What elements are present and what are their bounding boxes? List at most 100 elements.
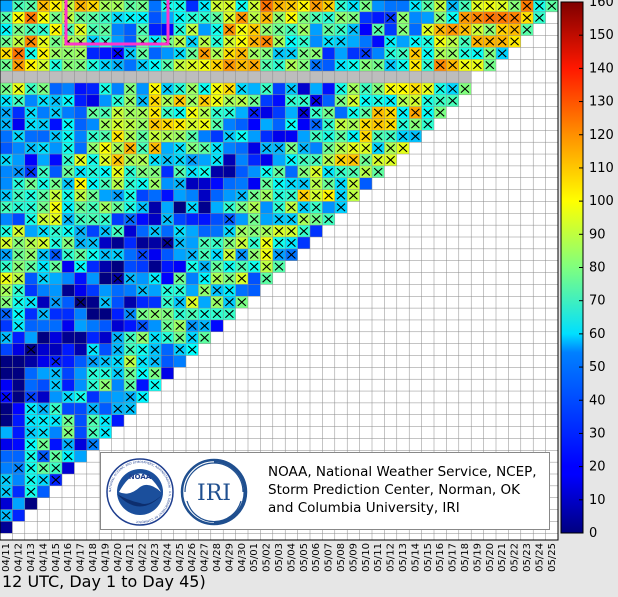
- heatmap-cell: [186, 0, 199, 12]
- heatmap-cell: [136, 379, 149, 392]
- heatmap-cell: [210, 130, 224, 143]
- x-marker: [336, 203, 346, 212]
- heatmap-cell: [0, 426, 13, 439]
- x-marker: [51, 49, 61, 58]
- heatmap-cell: [198, 213, 211, 226]
- x-marker: [26, 487, 36, 496]
- heatmap-cell: [12, 391, 25, 403]
- x-marker: [76, 392, 85, 402]
- x-marker: [274, 262, 284, 271]
- x-marker: [262, 13, 271, 22]
- x-tick-label: 04/13: [26, 543, 37, 572]
- x-marker: [14, 37, 23, 46]
- x-marker: [14, 298, 23, 307]
- x-marker: [423, 37, 433, 46]
- x-marker: [150, 369, 160, 378]
- heatmap-cell: [272, 82, 286, 95]
- heatmap-cell: [248, 165, 261, 178]
- x-marker: [150, 120, 160, 129]
- x-marker: [336, 1, 346, 11]
- x-marker: [324, 215, 333, 224]
- heatmap-cell: [161, 367, 174, 380]
- x-marker: [187, 298, 197, 307]
- x-marker: [336, 84, 346, 94]
- x-marker: [101, 132, 110, 141]
- x-marker: [249, 250, 259, 259]
- x-marker: [411, 84, 420, 94]
- x-marker: [299, 108, 309, 117]
- x-marker: [51, 226, 61, 236]
- x-marker: [249, 203, 259, 212]
- x-marker: [249, 191, 259, 200]
- x-marker: [460, 13, 470, 22]
- heatmap-cell: [86, 319, 100, 332]
- x-marker: [225, 132, 234, 141]
- x-marker: [113, 357, 123, 366]
- x-marker: [460, 49, 470, 58]
- x-marker: [237, 132, 247, 141]
- x-marker: [237, 238, 247, 248]
- colorbar-tick-label: 30: [589, 426, 606, 441]
- x-marker: [63, 96, 73, 105]
- x-marker: [398, 132, 408, 141]
- heatmap-cell: [74, 308, 87, 320]
- heatmap-cell: [322, 82, 335, 95]
- x-marker: [101, 120, 110, 129]
- heatmap-cell: [272, 118, 286, 131]
- x-marker: [200, 238, 209, 248]
- x-marker: [163, 132, 172, 141]
- x-marker: [336, 143, 346, 153]
- x-marker: [125, 309, 135, 319]
- x-marker: [175, 298, 185, 307]
- x-marker: [150, 274, 160, 283]
- x-marker: [324, 155, 333, 165]
- x-marker: [1, 262, 11, 271]
- x-marker: [26, 49, 36, 58]
- heatmap-cell: [49, 426, 62, 439]
- x-marker: [76, 1, 85, 11]
- x-tick-label: 04/19: [100, 543, 111, 572]
- heatmap-cell: [186, 213, 199, 226]
- heatmap-cell: [136, 225, 149, 237]
- x-tick-label: 05/02: [262, 543, 273, 572]
- x-marker: [14, 25, 23, 34]
- heatmap-cell: [322, 94, 335, 107]
- x-marker: [187, 84, 197, 94]
- x-marker: [39, 404, 48, 413]
- x-marker: [26, 203, 36, 212]
- x-marker: [237, 61, 247, 70]
- x-marker: [187, 262, 197, 271]
- x-marker: [287, 155, 296, 165]
- x-marker: [51, 96, 61, 105]
- x-marker: [187, 321, 197, 331]
- heatmap-cell: [37, 296, 50, 309]
- x-marker: [113, 143, 123, 153]
- x-marker: [423, 96, 433, 105]
- heatmap-cell: [124, 237, 137, 249]
- x-marker: [311, 132, 321, 141]
- heatmap-cell: [12, 509, 25, 522]
- heatmap-cell: [24, 284, 38, 297]
- x-marker: [88, 167, 98, 176]
- x-marker: [274, 238, 284, 248]
- x-marker: [113, 167, 123, 176]
- x-marker: [1, 13, 11, 22]
- x-marker: [76, 215, 85, 224]
- x-marker: [373, 120, 383, 129]
- heatmap-cell: [260, 106, 273, 119]
- x-marker: [225, 215, 234, 224]
- heatmap-cell: [372, 47, 385, 60]
- heatmap-cell: [24, 367, 38, 380]
- x-marker: [349, 13, 358, 22]
- x-marker: [200, 143, 209, 153]
- x-marker: [88, 215, 98, 224]
- x-marker: [299, 167, 309, 176]
- heatmap-cell: [248, 118, 261, 131]
- heatmap-cell: [49, 284, 62, 297]
- x-marker: [26, 108, 36, 117]
- x-tick-label: 04/11: [1, 543, 12, 572]
- x-marker: [212, 309, 222, 319]
- x-marker: [101, 179, 110, 188]
- x-marker: [51, 203, 61, 212]
- x-marker: [51, 25, 61, 34]
